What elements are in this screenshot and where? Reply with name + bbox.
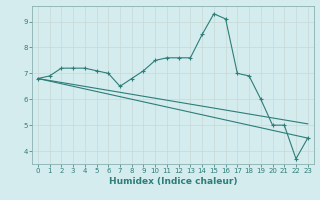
X-axis label: Humidex (Indice chaleur): Humidex (Indice chaleur) bbox=[108, 177, 237, 186]
